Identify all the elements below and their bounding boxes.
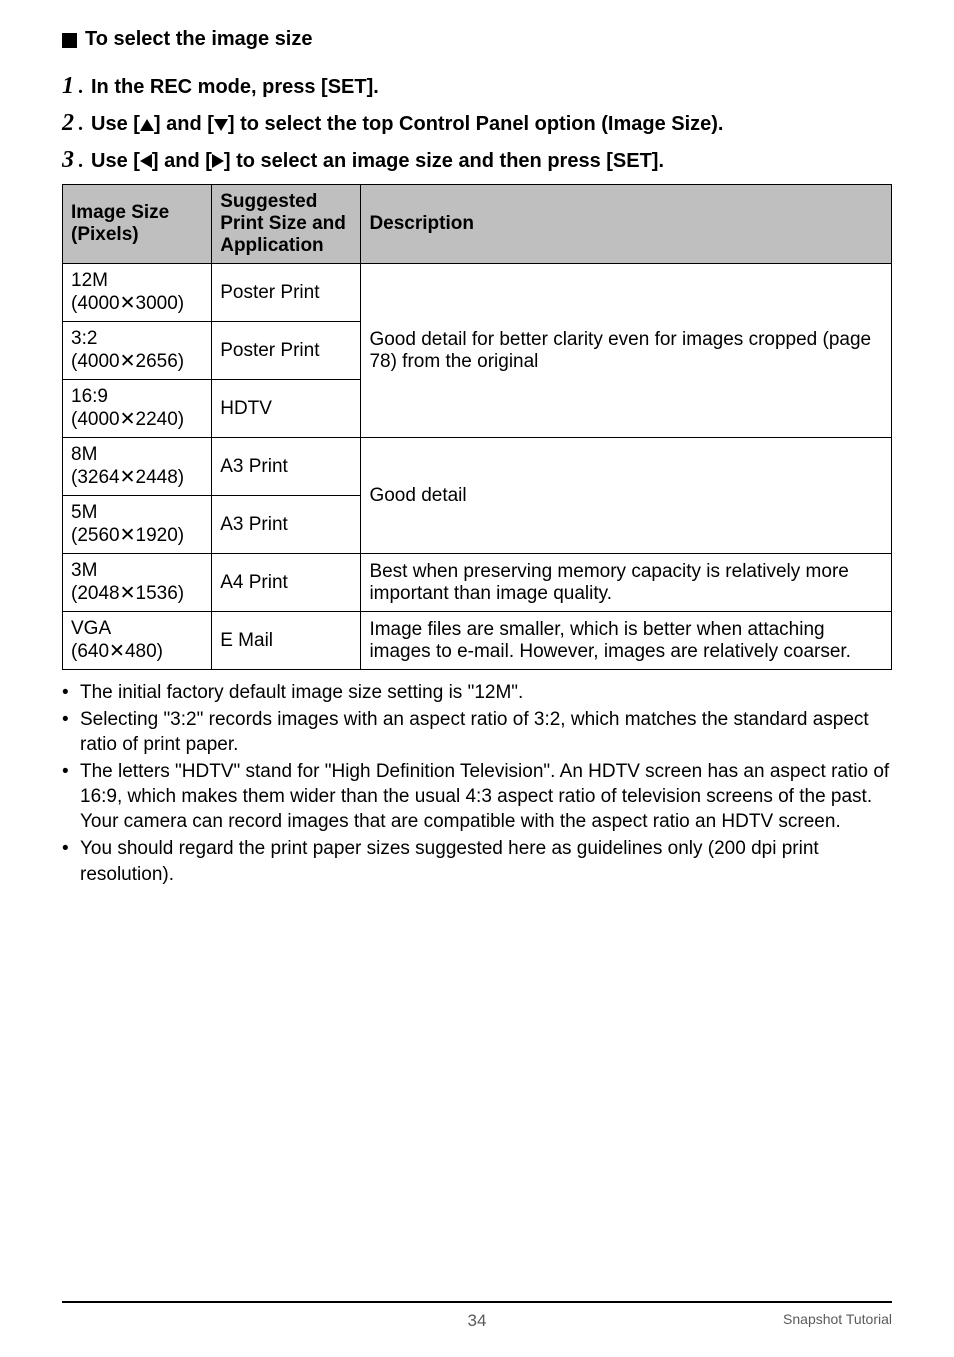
cell-app: A3 Print: [212, 438, 361, 496]
size-pixels: (2048✕1536): [71, 583, 184, 604]
size-pixels: (640✕480): [71, 641, 163, 662]
square-bullet-icon: [62, 33, 77, 48]
step-text: In the REC mode, press [SET].: [91, 74, 379, 100]
cell-desc: Good detail: [361, 438, 892, 554]
cell-desc: Image files are smaller, which is better…: [361, 612, 892, 670]
cell-app: HDTV: [212, 380, 361, 438]
cell-app: E Mail: [212, 612, 361, 670]
cell-size: 12M (4000✕3000): [63, 264, 212, 322]
step-text: Use [ ] and [ ] to select an image size an…: [91, 148, 664, 174]
bullet-dot: •: [62, 836, 80, 886]
cell-app: Poster Print: [212, 322, 361, 380]
cell-size: VGA (640✕480): [63, 612, 212, 670]
image-size-table: Image Size (Pixels) Suggested Print Size…: [62, 184, 892, 670]
size-label: 3M: [71, 560, 97, 581]
arrow-down-icon: [214, 119, 228, 131]
col-header: Image Size (Pixels): [63, 185, 212, 264]
bullet-text: The initial factory default image size s…: [80, 680, 523, 705]
cell-size: 5M (2560✕1920): [63, 496, 212, 554]
text-segment: ] to select the top Control Panel option…: [228, 113, 724, 135]
cell-size: 8M (3264✕2448): [63, 438, 212, 496]
cell-size: 3:2 (4000✕2656): [63, 322, 212, 380]
heading-text: To select the image size: [85, 28, 313, 51]
section-heading: To select the image size: [62, 28, 892, 51]
step-number: 2: [62, 110, 74, 137]
bullet-dot: •: [62, 707, 80, 757]
footer-divider: [62, 1301, 892, 1303]
bullet-dot: •: [62, 759, 80, 834]
step-number: 1: [62, 73, 74, 100]
notes-list: • The initial factory default image size…: [62, 680, 892, 887]
footer-label: Snapshot Tutorial: [783, 1311, 892, 1327]
page-footer: 34 Snapshot Tutorial: [0, 1301, 954, 1327]
size-label: 16:9: [71, 386, 108, 407]
step-dot: .: [78, 150, 83, 173]
bullet-text: Selecting "3:2" records images with an a…: [80, 707, 892, 757]
step-dot: .: [78, 76, 83, 99]
step-number: 3: [62, 147, 74, 174]
text-segment: Use [: [91, 113, 140, 135]
step-3: 3 . Use [ ] and [ ] to select an image siz…: [62, 147, 892, 174]
step-dot: .: [78, 113, 83, 136]
cell-app: A4 Print: [212, 554, 361, 612]
cell-app: Poster Print: [212, 264, 361, 322]
size-label: 8M: [71, 444, 97, 465]
col-header: Suggested Print Size and Application: [212, 185, 361, 264]
list-item: • You should regard the print paper size…: [62, 836, 892, 886]
list-item: • The initial factory default image size…: [62, 680, 892, 705]
list-item: • The letters "HDTV" stand for "High Def…: [62, 759, 892, 834]
arrow-left-icon: [140, 154, 152, 168]
cell-desc: Good detail for better clarity even for …: [361, 264, 892, 438]
size-label: 3:2: [71, 328, 97, 349]
step-text: Use [ ] and [ ] to select the top Control …: [91, 111, 724, 137]
size-pixels: (3264✕2448): [71, 467, 184, 488]
bullet-text: The letters "HDTV" stand for "High Defin…: [80, 759, 892, 834]
page-number: 34: [468, 1311, 487, 1331]
step-1: 1 . In the REC mode, press [SET].: [62, 73, 892, 100]
size-label: VGA: [71, 618, 111, 639]
step-2: 2 . Use [ ] and [ ] to select the top Cont…: [62, 110, 892, 137]
arrow-up-icon: [140, 119, 154, 131]
table-row: 3M (2048✕1536) A4 Print Best when preser…: [63, 554, 892, 612]
arrow-right-icon: [212, 154, 224, 168]
size-label: 12M: [71, 270, 108, 291]
cell-app: A3 Print: [212, 496, 361, 554]
cell-size: 16:9 (4000✕2240): [63, 380, 212, 438]
table-row: VGA (640✕480) E Mail Image files are sma…: [63, 612, 892, 670]
size-label: 5M: [71, 502, 97, 523]
bullet-text: You should regard the print paper sizes …: [80, 836, 892, 886]
text-segment: ] and [: [154, 113, 214, 135]
size-pixels: (4000✕3000): [71, 293, 184, 314]
cell-size: 3M (2048✕1536): [63, 554, 212, 612]
bullet-dot: •: [62, 680, 80, 705]
text-segment: Use [: [91, 150, 140, 172]
size-pixels: (4000✕2240): [71, 409, 184, 430]
col-header: Description: [361, 185, 892, 264]
cell-desc: Best when preserving memory capacity is …: [361, 554, 892, 612]
table-row: 8M (3264✕2448) A3 Print Good detail: [63, 438, 892, 496]
size-pixels: (2560✕1920): [71, 525, 184, 546]
list-item: • Selecting "3:2" records images with an…: [62, 707, 892, 757]
text-segment: ] and [: [152, 150, 212, 172]
size-pixels: (4000✕2656): [71, 351, 184, 372]
table-row: 12M (4000✕3000) Poster Print Good detail…: [63, 264, 892, 322]
text-segment: ] to select an image size and then press…: [224, 150, 664, 172]
table-header-row: Image Size (Pixels) Suggested Print Size…: [63, 185, 892, 264]
